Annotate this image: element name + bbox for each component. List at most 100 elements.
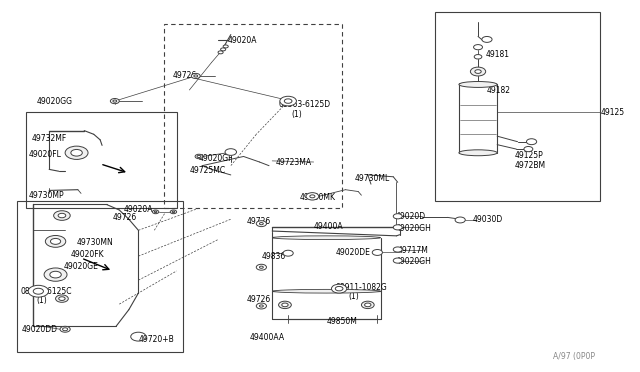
Circle shape (54, 211, 70, 220)
Circle shape (59, 297, 65, 301)
Text: (1): (1) (291, 109, 302, 119)
Bar (17, 201, 183, 352)
Ellipse shape (272, 236, 381, 240)
Ellipse shape (272, 289, 381, 293)
Bar (26, 112, 177, 208)
Text: 49726: 49726 (246, 295, 271, 304)
Circle shape (44, 268, 67, 281)
Circle shape (51, 238, 61, 244)
Circle shape (482, 36, 492, 42)
Text: (1): (1) (349, 292, 360, 301)
Circle shape (256, 264, 266, 270)
Circle shape (63, 328, 68, 331)
Circle shape (218, 51, 223, 54)
Text: 49836: 49836 (261, 251, 285, 261)
Text: 08911-1082G: 08911-1082G (336, 283, 388, 292)
Circle shape (170, 210, 177, 214)
Circle shape (113, 100, 116, 102)
Text: 08363-6125D: 08363-6125D (278, 100, 331, 109)
Circle shape (256, 303, 266, 309)
Circle shape (394, 258, 402, 263)
Circle shape (524, 147, 533, 152)
Text: 49181: 49181 (486, 51, 509, 60)
Text: 08363-6125C: 08363-6125C (20, 287, 72, 296)
Text: 49730MP: 49730MP (28, 191, 64, 200)
Text: 49030D: 49030D (473, 215, 503, 224)
Text: 49020A: 49020A (124, 205, 153, 215)
Ellipse shape (459, 150, 497, 156)
Text: 49850M: 49850M (326, 317, 357, 326)
Circle shape (475, 70, 481, 73)
Text: 49182: 49182 (487, 86, 511, 94)
Circle shape (372, 250, 383, 256)
Text: 49730ML: 49730ML (355, 174, 390, 183)
Text: 49730MN: 49730MN (77, 238, 113, 247)
Text: 49020DE: 49020DE (336, 248, 371, 257)
Text: 49020DD: 49020DD (22, 326, 58, 334)
Circle shape (394, 247, 402, 252)
Circle shape (280, 96, 296, 106)
Text: 49400A: 49400A (314, 222, 343, 231)
Circle shape (60, 326, 70, 332)
Circle shape (225, 149, 237, 155)
Circle shape (71, 150, 83, 156)
Bar (435, 13, 600, 201)
Bar (164, 23, 342, 208)
Text: 49020GF: 49020GF (199, 154, 234, 163)
Circle shape (365, 303, 371, 307)
Circle shape (310, 195, 315, 198)
Circle shape (223, 45, 228, 48)
Circle shape (282, 303, 288, 307)
Circle shape (259, 305, 263, 307)
Ellipse shape (459, 81, 497, 87)
Text: 49020A: 49020A (228, 36, 257, 45)
Circle shape (332, 284, 347, 293)
Circle shape (284, 99, 292, 103)
Text: 49020FK: 49020FK (70, 250, 104, 259)
Text: 49720+B: 49720+B (138, 335, 174, 344)
Text: 49020GG: 49020GG (36, 97, 72, 106)
Circle shape (455, 217, 465, 223)
Text: 49723MA: 49723MA (275, 157, 312, 167)
Circle shape (474, 55, 482, 59)
Text: 49400AA: 49400AA (250, 333, 285, 342)
Circle shape (154, 211, 157, 212)
Circle shape (65, 146, 88, 160)
Circle shape (28, 285, 49, 297)
Circle shape (110, 99, 119, 104)
Circle shape (33, 288, 44, 294)
Circle shape (152, 210, 159, 214)
Circle shape (45, 235, 66, 247)
Circle shape (394, 214, 402, 219)
Circle shape (58, 213, 66, 218)
Circle shape (470, 67, 486, 76)
Circle shape (56, 295, 68, 302)
Text: (1): (1) (36, 296, 47, 305)
Circle shape (256, 221, 266, 227)
Circle shape (50, 271, 61, 278)
Circle shape (283, 250, 293, 256)
Text: 49726: 49726 (246, 217, 271, 226)
Circle shape (394, 225, 402, 230)
Circle shape (306, 193, 319, 200)
Text: 4972BM: 4972BM (515, 161, 545, 170)
Text: 49732MF: 49732MF (32, 134, 67, 142)
Circle shape (362, 301, 374, 309)
Text: 49726: 49726 (172, 71, 196, 80)
Circle shape (474, 45, 483, 50)
Text: 49020D: 49020D (395, 212, 426, 221)
Circle shape (527, 139, 537, 145)
Circle shape (335, 286, 343, 291)
Text: 49020GE: 49020GE (64, 262, 99, 270)
Circle shape (195, 154, 203, 159)
Text: 49717M: 49717M (397, 246, 429, 255)
Circle shape (197, 155, 201, 158)
Text: A/97 (0P0P: A/97 (0P0P (552, 352, 595, 361)
Circle shape (191, 73, 200, 78)
Text: 49020GH: 49020GH (395, 224, 431, 233)
Circle shape (278, 301, 291, 309)
Circle shape (172, 211, 175, 212)
Circle shape (221, 48, 226, 51)
Text: 49725MC: 49725MC (189, 166, 225, 174)
Circle shape (194, 75, 198, 77)
